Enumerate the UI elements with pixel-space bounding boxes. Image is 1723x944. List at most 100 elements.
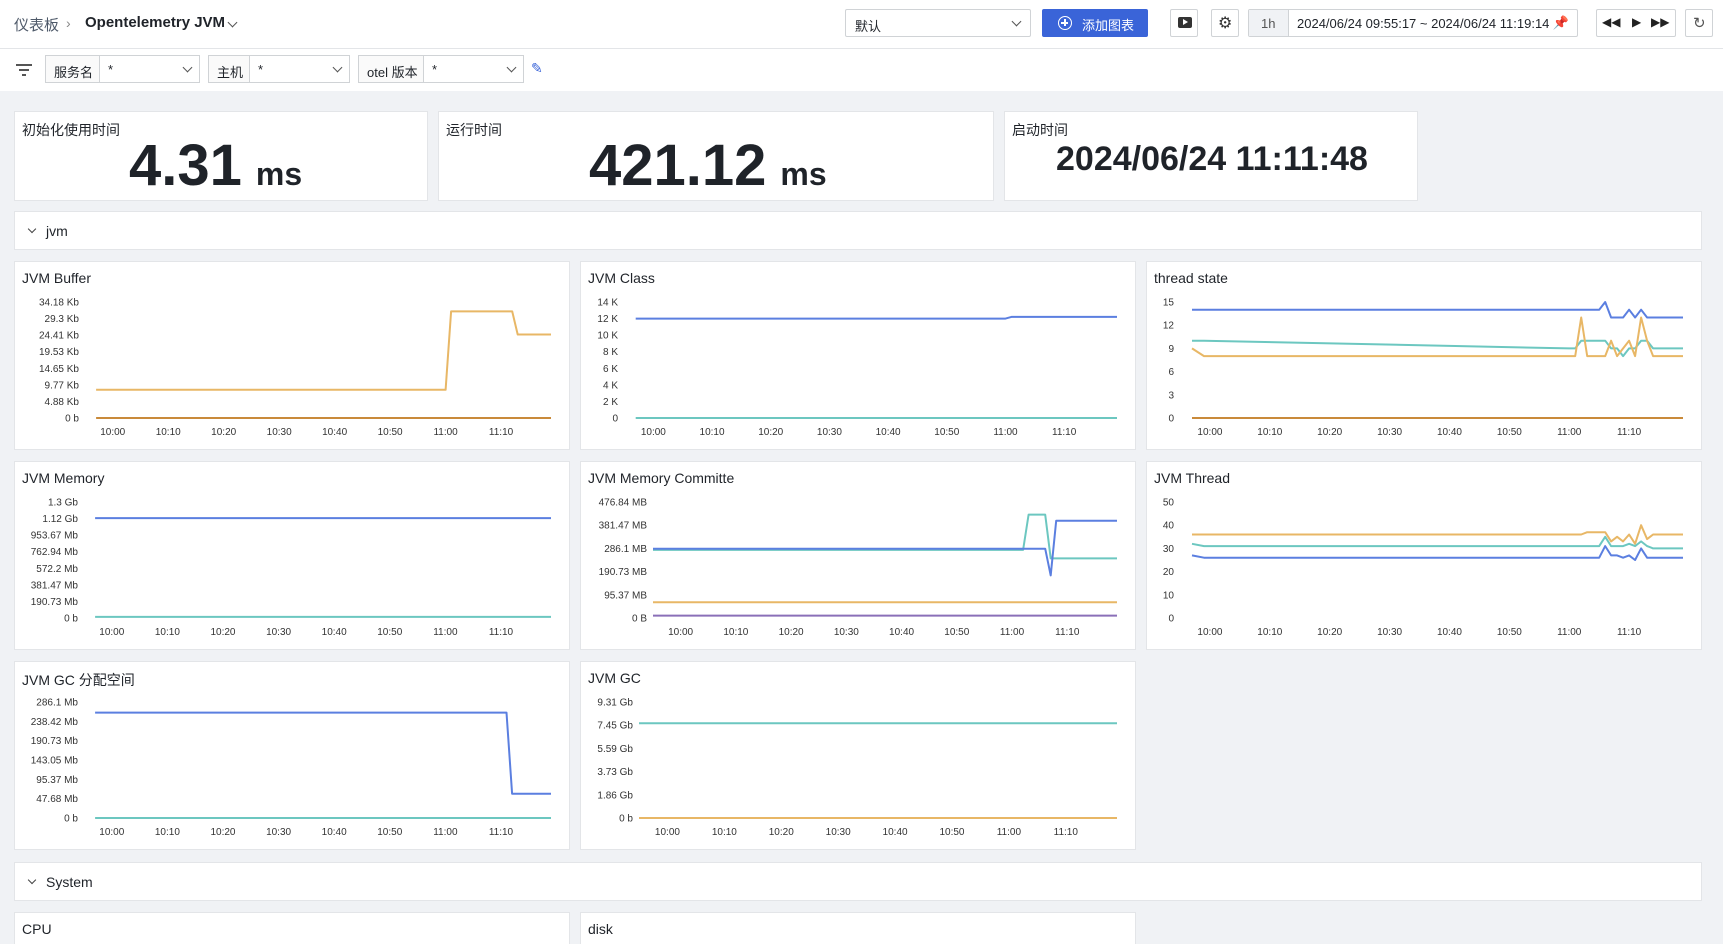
y-tick-label: 24.41 Kb xyxy=(39,331,79,342)
x-tick-label: 11:10 xyxy=(1054,827,1079,838)
chart-card-jvm-thread: JVM Thread 0 10 20 30 40 50 10:00 10:10 10:20 10:3… xyxy=(1146,461,1702,650)
x-tick-label: 10:40 xyxy=(883,827,908,838)
y-tick-label: 381.47 MB xyxy=(599,521,648,532)
y-tick-label: 0 b xyxy=(64,814,78,825)
x-tick-label: 10:50 xyxy=(944,627,969,638)
stat-value: 421.12 ms xyxy=(589,133,827,198)
y-tick-label: 4 K xyxy=(603,380,618,391)
x-tick-label: 10:50 xyxy=(939,827,964,838)
series-line-1 xyxy=(653,519,1117,577)
x-tick-label: 10:50 xyxy=(1497,427,1522,438)
x-tick-label: 10:10 xyxy=(1257,627,1282,638)
dashboard-title[interactable]: Opentelemetry JVM xyxy=(85,14,226,31)
x-tick-label: 11:00 xyxy=(1557,427,1582,438)
chart-title: JVM Memory xyxy=(22,470,105,486)
refresh-button[interactable]: ↻ xyxy=(1685,9,1713,37)
chart-plot[interactable]: 0 B 95.37 MB 190.73 MB 286.1 MB 381.47 MB 476… xyxy=(581,462,1135,649)
x-tick-label: 10:30 xyxy=(834,627,859,638)
chart-plot[interactable]: 0 b 190.73 Mb 381.47 Mb 572.2 Mb 762.94 Mb 95… xyxy=(15,462,569,649)
filter-select-otel-version[interactable]: * xyxy=(424,55,524,83)
x-tick-label: 10:50 xyxy=(377,827,402,838)
settings-button[interactable]: ⚙ xyxy=(1211,9,1239,37)
stat-card-init-time: 初始化使用时间 4.31 ms xyxy=(14,111,428,201)
x-tick-label: 11:10 xyxy=(489,827,514,838)
x-tick-label: 10:30 xyxy=(267,427,292,438)
pin-icon[interactable]: 📌 xyxy=(1552,15,1569,30)
filter-select-host[interactable]: * xyxy=(250,55,350,83)
x-tick-label: 10:20 xyxy=(758,427,783,438)
title-dropdown-icon[interactable] xyxy=(227,17,238,28)
view-select[interactable]: 默认 xyxy=(845,9,1031,37)
y-tick-label: 10 xyxy=(1163,590,1175,601)
chart-plot[interactable]: 0 b 47.68 Mb 95.37 Mb 143.05 Mb 190.73 Mb 238… xyxy=(15,662,569,849)
y-tick-label: 190.73 Mb xyxy=(31,597,79,608)
edit-icon[interactable]: ✎ xyxy=(531,60,543,76)
x-tick-label: 10:00 xyxy=(641,427,666,438)
rewind-icon[interactable]: ◀◀ xyxy=(1602,15,1621,29)
section-title: jvm xyxy=(46,223,68,239)
chart-plot[interactable]: 0 10 20 30 40 50 10:00 10:10 10:20 10:30 10:40 10:5… xyxy=(1147,462,1701,649)
y-tick-label: 143.05 Mb xyxy=(31,756,79,767)
y-tick-label: 381.47 Mb xyxy=(31,580,79,591)
y-tick-label: 34.18 Kb xyxy=(39,298,79,309)
x-tick-label: 11:10 xyxy=(1617,427,1642,438)
y-tick-label: 19.53 Kb xyxy=(39,347,79,358)
x-tick-label: 11:00 xyxy=(997,827,1022,838)
y-tick-label: 3.73 Gb xyxy=(597,767,633,778)
x-tick-label: 10:30 xyxy=(1377,627,1402,638)
x-tick-label: 10:10 xyxy=(700,427,725,438)
chart-plot[interactable]: 0 b 4.88 Kb 9.77 Kb 14.65 Kb 19.53 Kb 24.41 K… xyxy=(15,262,569,449)
fast-forward-icon[interactable]: ▶▶ xyxy=(1651,15,1670,29)
chart-plot[interactable]: 0 3 6 9 12 15 10:00 10:10 10:20 10:30 10:40 10:50 11… xyxy=(1147,262,1701,449)
x-tick-label: 10:00 xyxy=(1197,627,1222,638)
chart-card-jvm-buffer: JVM Buffer 0 b 4.88 Kb 9.77 Kb 14.65 Kb 19.53… xyxy=(14,261,570,450)
filter-select-service[interactable]: * xyxy=(100,55,200,83)
series-line-0 xyxy=(96,310,551,391)
x-tick-label: 10:20 xyxy=(779,627,804,638)
x-tick-label: 10:30 xyxy=(826,827,851,838)
section-jvm[interactable]: jvm xyxy=(14,211,1702,250)
section-title: System xyxy=(46,874,93,890)
time-range-picker[interactable]: 1h 2024/06/24 09:55:17 ~ 2024/06/24 11:1… xyxy=(1248,9,1578,37)
x-tick-label: 10:20 xyxy=(1317,427,1342,438)
series-line-2 xyxy=(1191,545,1683,561)
add-chart-button[interactable]: 添加图表 xyxy=(1042,9,1148,37)
chart-card-disk: disk xyxy=(580,912,1136,944)
y-tick-label: 29.3 Kb xyxy=(45,314,80,325)
x-tick-label: 10:50 xyxy=(377,627,402,638)
stat-title: 初始化使用时间 xyxy=(22,122,120,138)
y-tick-label: 953.67 Mb xyxy=(31,531,79,542)
filter-label-otel-version: otel 版本 xyxy=(358,55,424,83)
chevron-down-icon xyxy=(506,62,517,73)
breadcrumb-separator-icon: › xyxy=(66,15,71,31)
chart-title: JVM Memory Committe xyxy=(588,470,735,486)
y-tick-label: 238.42 Mb xyxy=(31,717,79,728)
y-tick-label: 190.73 Mb xyxy=(31,736,79,747)
time-range-short[interactable]: 1h xyxy=(1261,16,1276,31)
filter-bar: 服务名 * 主机 * otel 版本 * ✎ xyxy=(0,49,1723,91)
series-line-0 xyxy=(1192,524,1683,545)
refresh-icon: ↻ xyxy=(1693,15,1706,32)
x-tick-label: 11:00 xyxy=(1557,627,1582,638)
time-range-text[interactable]: 2024/06/24 09:55:17 ~ 2024/06/24 11:19:1… xyxy=(1297,16,1550,31)
chart-plot[interactable]: 0 2 K 4 K 6 K 8 K 10 K 12 K 14 K 10:00 10:10 10:20… xyxy=(581,262,1135,449)
section-system[interactable]: System xyxy=(14,862,1702,901)
chart-title: JVM Class xyxy=(588,270,655,286)
stat-card-run-time: 运行时间 421.12 ms xyxy=(438,111,994,201)
chart-title: disk xyxy=(588,921,613,937)
chart-plot[interactable]: 0 b 1.86 Gb 3.73 Gb 5.59 Gb 7.45 Gb 9.31 Gb 10… xyxy=(581,662,1135,849)
chart-card-cpu: CPU xyxy=(14,912,570,944)
chevron-down-icon xyxy=(1011,16,1022,27)
chart-title: CPU xyxy=(22,921,52,937)
chart-card-jvm-memory: JVM Memory 0 b 190.73 Mb 381.47 Mb 572.2 Mb 7… xyxy=(14,461,570,650)
y-tick-label: 1.3 Gb xyxy=(48,498,78,509)
filter-icon[interactable] xyxy=(16,64,32,66)
play-icon[interactable]: ▶ xyxy=(1632,15,1642,29)
series-line-2 xyxy=(1191,316,1683,358)
present-button[interactable] xyxy=(1170,9,1198,37)
plus-circle-icon xyxy=(1058,16,1072,30)
x-tick-label: 10:00 xyxy=(668,627,693,638)
gear-icon: ⚙ xyxy=(1218,15,1233,32)
y-tick-label: 7.45 Gb xyxy=(597,721,633,732)
breadcrumb-root[interactable]: 仪表板 xyxy=(14,17,60,34)
